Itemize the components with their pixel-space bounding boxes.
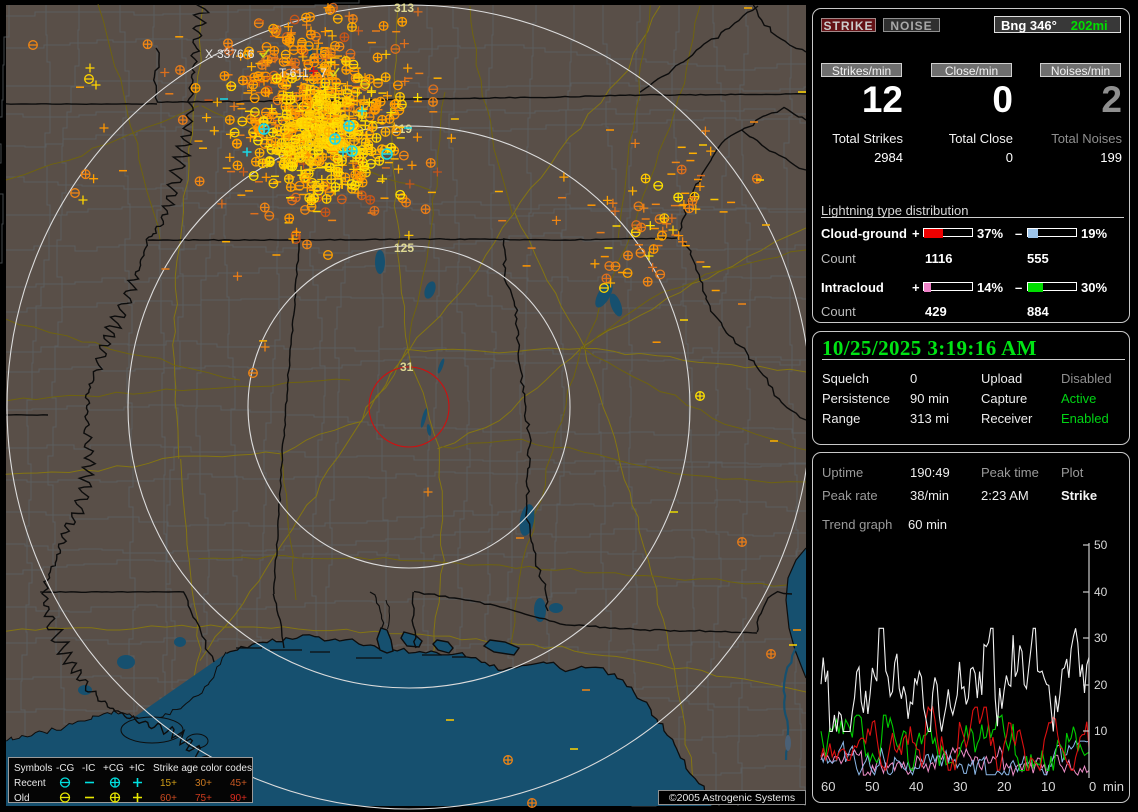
svg-text:313: 313 xyxy=(394,1,414,15)
svg-text:Old: Old xyxy=(14,793,30,804)
svg-text:50: 50 xyxy=(865,779,879,794)
svg-text:30: 30 xyxy=(1094,631,1108,645)
svg-text:90+: 90+ xyxy=(230,793,247,804)
svg-text:Strike age color codes: Strike age color codes xyxy=(153,763,252,774)
svg-text:125: 125 xyxy=(394,241,414,255)
svg-text:40: 40 xyxy=(1094,585,1108,599)
svg-text:10: 10 xyxy=(1094,724,1108,738)
svg-text:+CG: +CG xyxy=(103,763,124,774)
svg-text:15+: 15+ xyxy=(160,778,177,789)
svg-text:60+: 60+ xyxy=(160,793,177,804)
svg-text:Recent: Recent xyxy=(14,778,46,789)
svg-text:30+: 30+ xyxy=(195,778,212,789)
svg-text:X-3376-6: X-3376-6 xyxy=(205,47,255,61)
svg-text:min: min xyxy=(1103,779,1124,794)
svg-text:-IC: -IC xyxy=(82,763,95,774)
svg-text:30: 30 xyxy=(953,779,967,794)
svg-text:-CG: -CG xyxy=(56,763,75,774)
svg-text:45+: 45+ xyxy=(230,778,247,789)
svg-text:20: 20 xyxy=(997,779,1011,794)
svg-text:50: 50 xyxy=(1094,538,1108,552)
svg-text:31: 31 xyxy=(400,360,414,374)
svg-text:219: 219 xyxy=(392,122,412,136)
svg-text:10: 10 xyxy=(1041,779,1055,794)
svg-text:7: 7 xyxy=(320,66,327,80)
svg-text:60: 60 xyxy=(821,779,835,794)
svg-text:40: 40 xyxy=(909,779,923,794)
svg-text:T-611: T-611 xyxy=(279,66,309,80)
svg-text:Symbols: Symbols xyxy=(14,763,52,774)
svg-text:75+: 75+ xyxy=(195,793,212,804)
svg-text:+IC: +IC xyxy=(129,763,145,774)
svg-text:0: 0 xyxy=(1089,779,1096,794)
svg-text:20: 20 xyxy=(1094,678,1108,692)
